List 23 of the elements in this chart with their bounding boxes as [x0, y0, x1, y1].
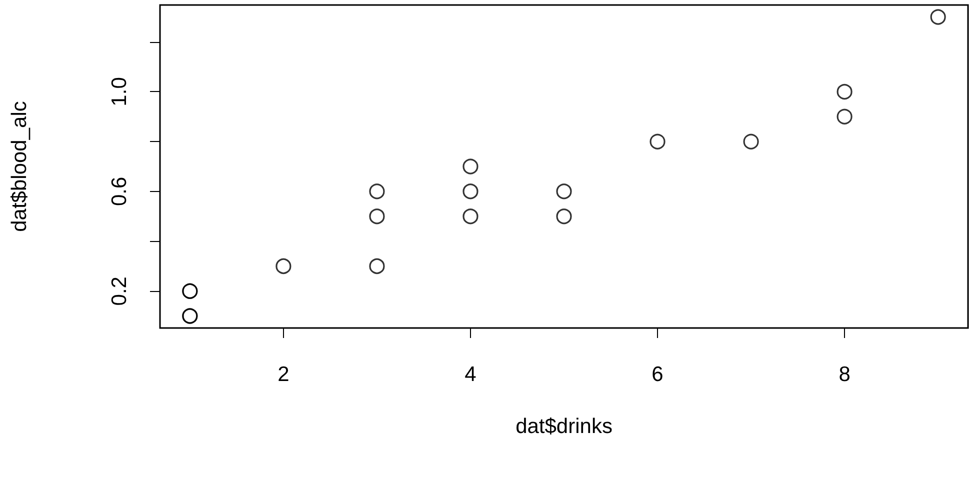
y-tick-label: 0.2: [108, 276, 131, 306]
point: [369, 184, 385, 200]
point: [369, 258, 385, 274]
x-tick-label: 6: [652, 363, 664, 386]
point: [556, 208, 572, 224]
x-axis-title: dat$drinks: [516, 415, 612, 438]
y-axis-title: dat$blood_alc: [8, 101, 31, 232]
point: [836, 108, 852, 124]
point: [462, 158, 478, 174]
point: [930, 9, 946, 25]
point: [462, 184, 478, 200]
point: [556, 184, 572, 200]
x-tick-label: 2: [278, 363, 290, 386]
point: [276, 258, 292, 274]
point: [369, 208, 385, 224]
point: [743, 134, 759, 150]
point: [650, 134, 666, 150]
point: [836, 84, 852, 100]
x-tick-label: 4: [464, 363, 477, 386]
x-tick-label: 8: [838, 363, 850, 386]
y-tick-label: 0.6: [108, 176, 131, 206]
point: [462, 208, 478, 224]
y-tick-label: 1.0: [108, 77, 131, 106]
